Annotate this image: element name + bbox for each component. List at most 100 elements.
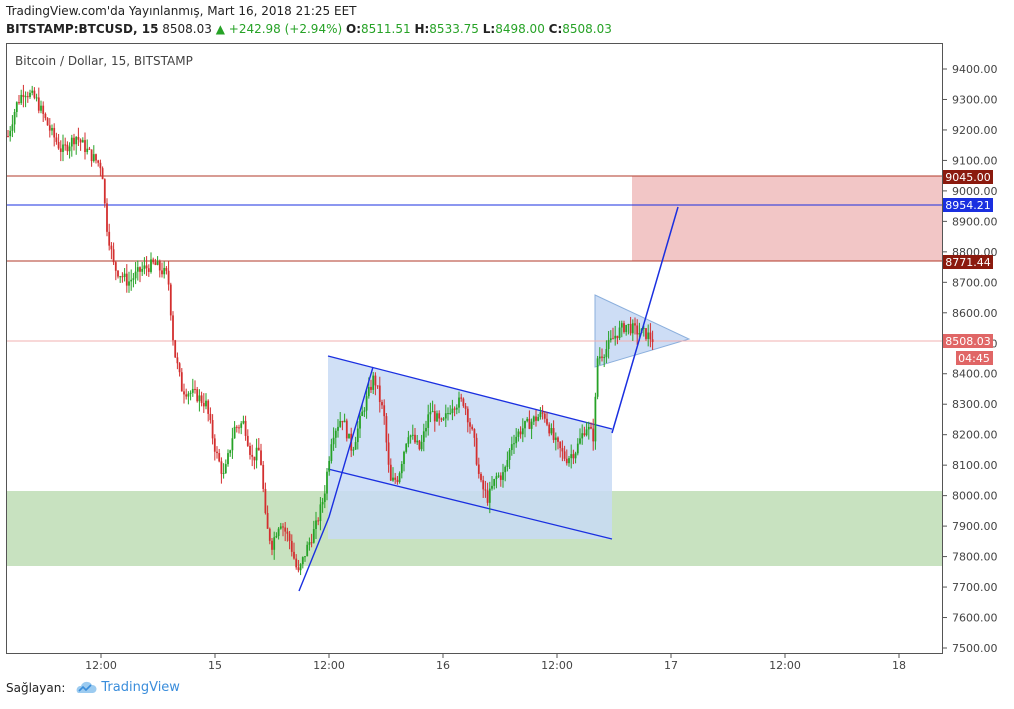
candle-body xyxy=(387,442,390,465)
y-tick-label: 9300.00 xyxy=(952,93,998,106)
label-last-price: 8508.03 xyxy=(945,335,991,348)
candle-body xyxy=(343,420,346,423)
candle-body xyxy=(321,502,324,505)
candle-body xyxy=(642,328,645,330)
price-change: ▲ +242.98 (+2.94%) xyxy=(215,22,343,36)
target-projection-line xyxy=(611,206,679,434)
candle-body xyxy=(400,464,403,474)
candle-body xyxy=(187,393,190,397)
candle-body xyxy=(418,440,421,450)
candle-body xyxy=(75,137,78,145)
candle-body xyxy=(158,261,161,271)
tradingview-brand: TradingView xyxy=(101,680,180,695)
candle-body xyxy=(222,473,225,475)
candle-body xyxy=(22,94,25,97)
candle-body xyxy=(207,400,210,414)
candle-body xyxy=(42,105,45,114)
candle-body xyxy=(202,402,205,407)
candle-body xyxy=(68,146,71,152)
candle-body xyxy=(592,428,595,442)
candle-body xyxy=(510,444,513,451)
candle-body xyxy=(620,323,623,328)
candle-body xyxy=(73,137,75,145)
candle-body xyxy=(614,335,617,339)
candle-body xyxy=(24,96,27,98)
high-label: H: xyxy=(414,22,430,36)
y-tick-label: 8700.00 xyxy=(952,276,998,289)
label-target-bg xyxy=(943,198,993,212)
x-tick-label: 17 xyxy=(664,659,678,672)
candle-body xyxy=(354,442,357,450)
x-tick-label: 15 xyxy=(208,659,222,672)
candle-body xyxy=(150,259,152,272)
candle-body xyxy=(396,479,399,483)
candle-body xyxy=(233,426,236,439)
chart-canvas[interactable]: Bitcoin / Dollar, 15, BITSTAMP 9400.00 93… xyxy=(6,43,1007,673)
candle-body xyxy=(345,420,348,439)
candle-body xyxy=(356,428,359,443)
candle-body xyxy=(330,444,333,461)
candle-body xyxy=(504,466,507,473)
candle-body xyxy=(609,338,612,341)
y-tick-label: 8600.00 xyxy=(952,307,998,320)
candle-body xyxy=(535,416,537,421)
candle-body xyxy=(559,441,562,449)
candle-body xyxy=(152,259,155,263)
candle-body xyxy=(134,271,137,279)
candle-body xyxy=(568,458,570,464)
candle-body xyxy=(499,475,502,480)
candle-body xyxy=(365,396,368,411)
candle-body xyxy=(572,454,575,459)
candle-body xyxy=(257,447,260,451)
x-tick-label: 12:00 xyxy=(85,659,117,672)
candle-body xyxy=(213,438,216,452)
candle-body xyxy=(550,428,553,434)
published-info: TradingView.com'da Yayınlanmış, Mart 16,… xyxy=(6,4,357,18)
candle-body xyxy=(121,276,124,278)
candle-body xyxy=(359,416,361,429)
candle-body xyxy=(189,392,192,394)
candle-body xyxy=(491,485,493,489)
candle-body xyxy=(623,323,625,333)
candle-body xyxy=(88,148,91,150)
candle-body xyxy=(583,433,586,436)
candle-body xyxy=(451,408,454,413)
candle-body xyxy=(378,385,381,403)
candle-body xyxy=(13,111,16,125)
candle-body xyxy=(594,396,597,442)
close-value: 8508.03 xyxy=(562,22,612,36)
candle-body xyxy=(625,324,628,333)
candle-body xyxy=(539,412,542,418)
candle-body xyxy=(145,265,148,269)
candle-body xyxy=(537,417,540,421)
candle-body xyxy=(167,270,170,285)
candle-body xyxy=(323,493,326,503)
candle-body xyxy=(290,540,293,552)
candle-body xyxy=(185,394,188,397)
tradingview-logo[interactable]: TradingView xyxy=(73,680,180,695)
price-chart[interactable]: Bitcoin / Dollar, 15, BITSTAMP 9400.00 93… xyxy=(6,43,1007,673)
candle-body xyxy=(312,529,315,543)
candle-body xyxy=(154,262,157,265)
candle-body xyxy=(477,464,480,474)
candle-body xyxy=(183,391,185,395)
candle-body xyxy=(596,358,599,397)
candle-body xyxy=(601,356,603,358)
candle-body xyxy=(86,148,89,153)
candle-body xyxy=(99,162,102,169)
candle-body xyxy=(92,154,95,162)
candle-body xyxy=(348,433,350,439)
y-tick-label: 8900.00 xyxy=(952,215,998,228)
candle-body xyxy=(84,140,86,153)
candle-body xyxy=(40,105,42,111)
y-tick-label: 7800.00 xyxy=(952,551,998,564)
candle-body xyxy=(33,90,36,98)
candle-body xyxy=(165,267,168,271)
candle-body xyxy=(264,488,267,514)
candle-body xyxy=(521,428,524,435)
time-axis[interactable]: 12:00 15 12:00 16 12:00 17 12:00 18 xyxy=(85,653,906,672)
candle-body xyxy=(581,433,584,439)
candle-body xyxy=(18,102,20,104)
candle-body xyxy=(532,416,535,422)
candle-body xyxy=(627,324,630,326)
